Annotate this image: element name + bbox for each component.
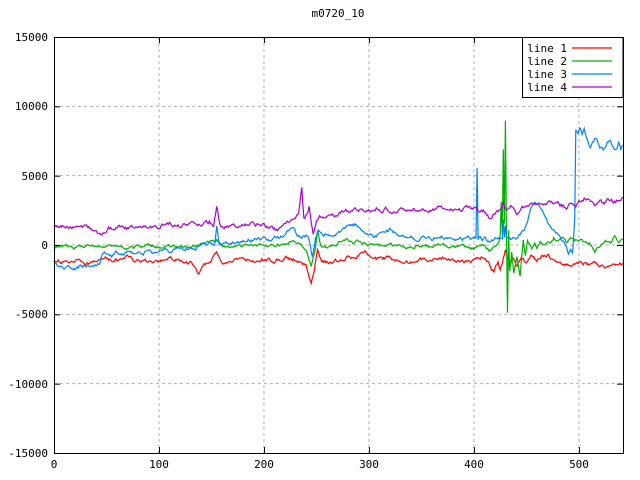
y-tick-label: 5000 <box>22 170 49 183</box>
y-tick-label: 0 <box>41 239 48 252</box>
legend-label: line 1 <box>527 42 567 55</box>
grid-lines <box>54 37 623 453</box>
y-tick-label: 15000 <box>15 31 48 44</box>
series-lines <box>53 120 624 313</box>
chart-title: m0720_10 <box>312 7 365 20</box>
y-tick-label: 10000 <box>15 100 48 113</box>
x-tick-label: 100 <box>149 458 169 471</box>
x-tick-label: 300 <box>359 458 379 471</box>
legend-label: line 4 <box>527 81 567 94</box>
series-line-4 <box>53 187 624 236</box>
x-tick-label: 200 <box>254 458 274 471</box>
x-tick-label: 400 <box>464 458 484 471</box>
y-tick-label: -15000 <box>8 447 48 460</box>
series-line-1 <box>53 247 624 286</box>
y-tick-label: -5000 <box>15 308 48 321</box>
legend-item: line 3 <box>527 68 612 81</box>
series-line-2 <box>53 120 624 313</box>
y-axis-labels: 15000 10000 5000 0 -5000 -10000 -15000 <box>8 31 48 460</box>
legend-label: line 2 <box>527 55 567 68</box>
y-tick-label: -10000 <box>8 378 48 391</box>
x-tick-label: 0 <box>51 458 58 471</box>
x-axis-labels: 0 100 200 300 400 500 <box>51 458 589 471</box>
legend-label: line 3 <box>527 68 567 81</box>
legend: line 1 line 2 line 3 line 4 <box>522 37 624 98</box>
series-line-3 <box>53 126 624 271</box>
legend-item: line 4 <box>527 81 612 94</box>
axes <box>54 37 624 454</box>
legend-item: line 1 <box>527 42 612 55</box>
x-tick-label: 500 <box>569 458 589 471</box>
legend-item: line 2 <box>527 55 612 68</box>
